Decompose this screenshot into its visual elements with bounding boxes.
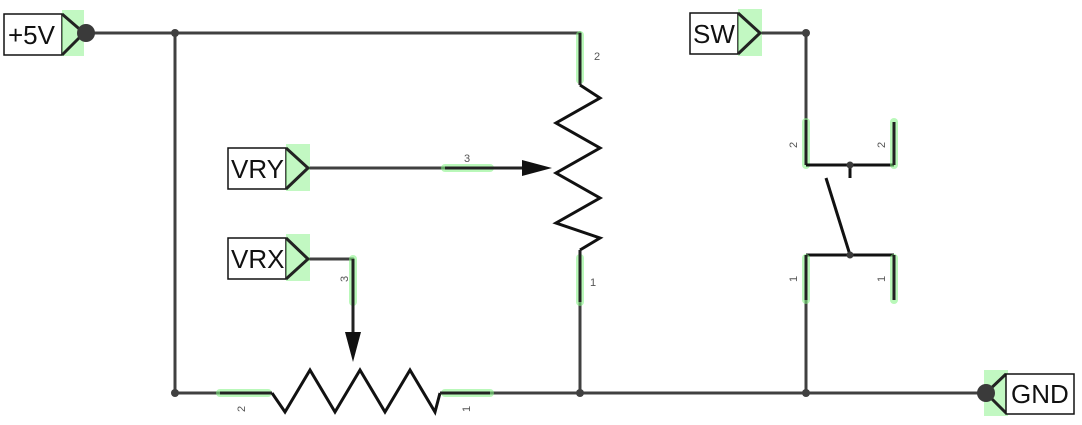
wires <box>84 31 987 395</box>
pin-number: 2 <box>876 142 888 148</box>
pin-number: 3 <box>339 276 351 282</box>
net-label-text: SW <box>693 19 735 49</box>
junction-dot <box>576 389 584 397</box>
pin-number: 1 <box>876 276 888 282</box>
label-flag <box>284 236 311 281</box>
net-label-sw[interactable]: SW <box>689 9 763 56</box>
sw-lever <box>824 177 852 256</box>
net-label-gnd[interactable]: GND <box>977 370 1075 416</box>
pin-number: 2 <box>594 51 600 63</box>
net-label-vrx[interactable]: VRX <box>227 234 311 281</box>
pot-y-wiper-arrow <box>522 160 552 176</box>
potentiometer-y[interactable]: 2 3 1 <box>441 31 604 306</box>
label-box <box>1005 373 1075 415</box>
pot-x-wiper-arrow <box>345 332 361 362</box>
pin-number: 3 <box>464 153 470 165</box>
junction-dot <box>171 29 179 37</box>
pin-number: 2 <box>236 406 248 412</box>
net-label-text: VRY <box>231 154 284 184</box>
pin-number: 2 <box>788 142 800 148</box>
pin-highlight <box>62 10 84 56</box>
push-button-switch[interactable]: 2 2 1 1 <box>788 118 898 304</box>
label-flag <box>736 11 763 56</box>
junction-dot <box>802 389 810 397</box>
junction-dot <box>802 29 810 37</box>
net-label-text: +5V <box>8 20 56 50</box>
junction-dot <box>171 389 179 397</box>
pot-x-resistor <box>270 367 442 416</box>
label-box <box>689 12 739 55</box>
pot-y-resistor <box>552 83 604 252</box>
pin-number: 1 <box>461 406 473 412</box>
net-label-vry[interactable]: VRY <box>227 144 311 191</box>
net-label-text: VRX <box>231 244 284 274</box>
connector-dot <box>977 384 995 402</box>
pin-number: 1 <box>788 276 800 282</box>
junctions <box>171 29 810 397</box>
sw-pivot <box>846 251 854 259</box>
pin-number: 1 <box>590 277 596 289</box>
sw-pivot <box>846 161 854 169</box>
net-label-vcc[interactable]: +5V <box>3 10 95 57</box>
potentiometer-x[interactable]: 3 2 1 <box>216 255 494 416</box>
connector-dot <box>77 24 95 42</box>
label-flag <box>284 146 311 191</box>
net-label-text: GND <box>1011 379 1069 409</box>
label-box <box>227 147 287 190</box>
